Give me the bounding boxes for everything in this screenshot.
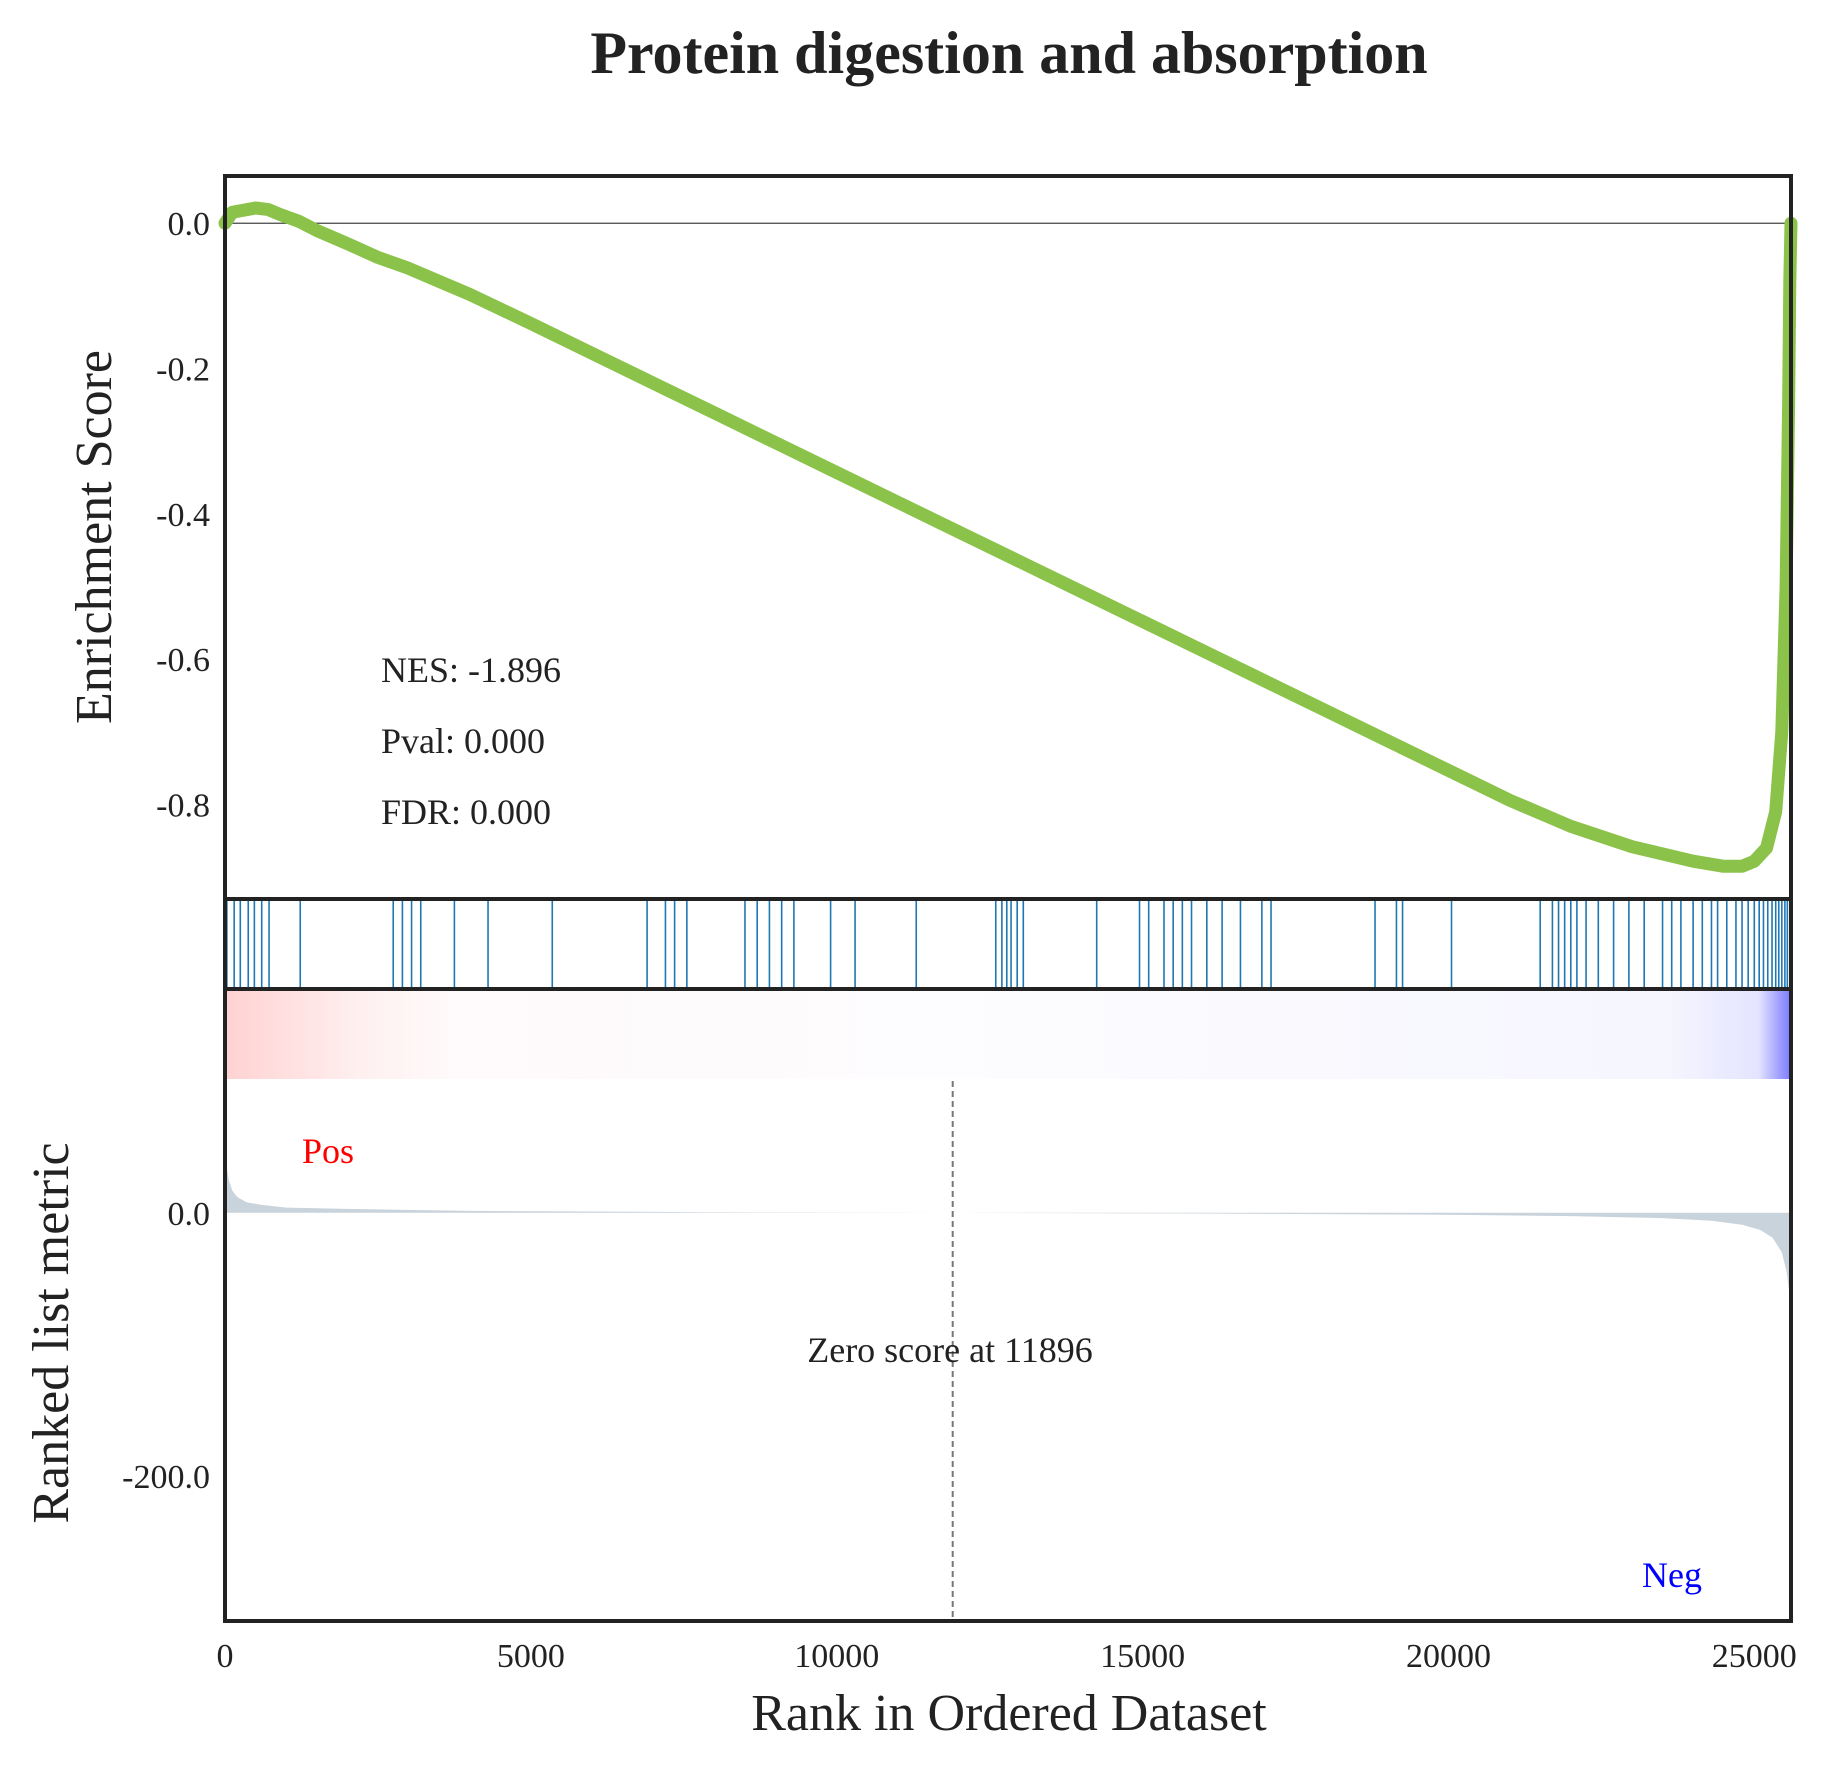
es-y-tick-label: -0.4 [156,497,210,534]
es-y-tick-label: 0.0 [168,206,211,243]
x-tick-label: 0 [217,1638,234,1675]
pos-label: Pos [302,1131,354,1171]
nes-annotation: NES: -1.896 [381,650,561,690]
es-y-tick-label: -0.2 [156,352,210,389]
ranked-y-tick-label: -200.0 [122,1459,210,1496]
es-y-tick-label: -0.8 [156,788,210,825]
es-y-ticks: 0.0 -0.2 -0.4 -0.6 -0.8 [156,206,210,824]
es-y-tick-label: -0.6 [156,642,210,679]
hits-panel-frame [223,897,1793,991]
chart-title: Protein digestion and absorption [590,20,1427,86]
x-axis-ticks: 0 5000 10000 15000 20000 25000 [217,1638,1797,1675]
ranked-y-axis-label: Ranked list metric [23,1142,80,1523]
fdr-annotation: FDR: 0.000 [381,792,551,832]
gene-hit-lines [226,899,1791,989]
x-tick-label: 10000 [794,1638,879,1675]
x-tick-label: 15000 [1100,1638,1185,1675]
ranked-y-ticks: 0.0 -200.0 [122,1196,210,1496]
rank-colorbar [227,991,1789,1079]
neg-label: Neg [1642,1555,1702,1595]
ranked-metric-area [225,1144,1791,1345]
enrichment-score-panel: 0.0 -0.2 -0.4 -0.6 -0.8 NES: -1.896 Pval: 0.… [66,174,1798,901]
x-tick-label: 5000 [497,1638,565,1675]
ranked-panel-frame [223,987,1793,1623]
x-tick-label: 25000 [1712,1638,1797,1675]
es-y-axis-label: Enrichment Score [66,350,123,724]
x-axis-label: Rank in Ordered Dataset [751,1685,1267,1742]
es-curve [218,201,1798,873]
ranked-metric-panel: 0.0 -200.0 Zero score at 11896 Pos Neg Ra… [23,987,1793,1623]
x-tick-label: 20000 [1406,1638,1491,1675]
zero-score-label: Zero score at 11896 [807,1330,1093,1370]
ranked-y-tick-label: 0.0 [168,1196,211,1233]
gene-hits-panel [223,897,1793,991]
pval-annotation: Pval: 0.000 [381,721,545,761]
